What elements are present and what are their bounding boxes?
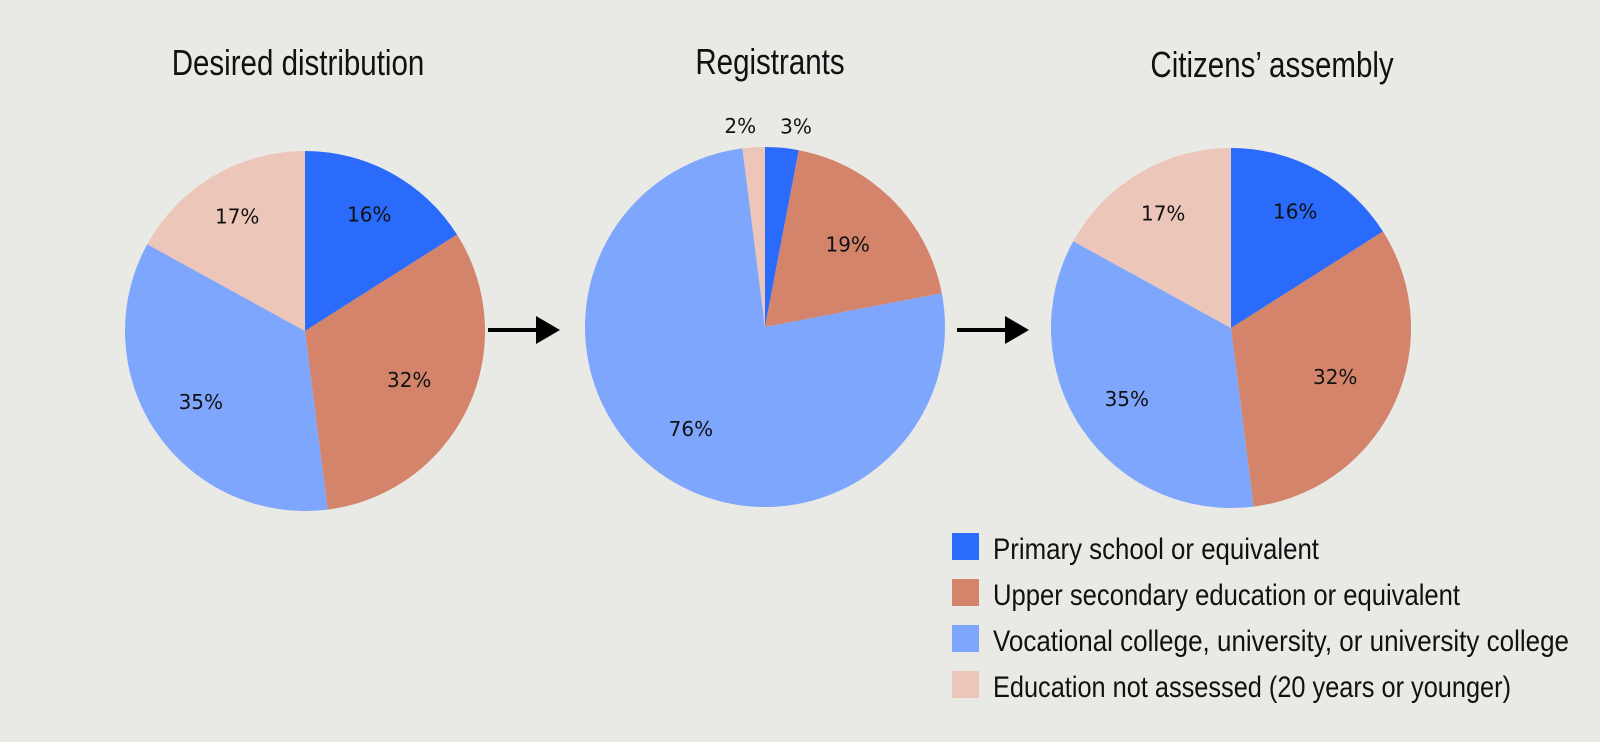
legend-swatch [952,579,979,606]
chart-title-registrants: Registrants [695,41,844,81]
pie-slice-upper-secondary [305,234,486,510]
pie-slice-vocational-university [584,148,945,508]
slice-label-primary-school: 3% [780,114,812,138]
arrow-right-icon [488,316,560,344]
pie-slice-vocational-university [124,244,328,512]
slice-label-not-assessed: 2% [724,114,756,138]
slice-label-not-assessed: 17% [1141,201,1185,225]
slice-label-vocational-university: 76% [669,417,713,441]
pie-slice-primary-school [765,147,799,327]
pie-desired-distribution: 16% 32% 35% 17% [124,151,486,512]
legend-item: Primary school or equivalent [952,533,1320,566]
chart-title-desired: Desired distribution [172,42,425,82]
legend-swatch [952,533,979,560]
arrow-right-icon [957,316,1029,344]
pie-slice-not-assessed [742,147,765,327]
slice-label-upper-secondary: 19% [825,232,869,256]
slice-label-vocational-university: 35% [1105,387,1149,411]
legend-label: Education not assessed (20 years or youn… [993,671,1511,704]
pie-slice-not-assessed [1073,148,1231,328]
slice-label-upper-secondary: 32% [1313,365,1357,389]
slice-label-vocational-university: 35% [179,390,223,414]
slice-label-upper-secondary: 32% [387,368,431,392]
pie-slice-primary-school [1231,148,1383,328]
legend-swatch [952,671,979,698]
legend-swatch [952,625,979,652]
pie-slice-upper-secondary [765,150,942,327]
legend-label: Primary school or equivalent [993,533,1320,566]
pie-registrants: 3% 19% 76% 2% [584,114,945,508]
legend-item: Education not assessed (20 years or youn… [952,671,1511,704]
pie-citizens-assembly: 16% 32% 35% 17% [1050,148,1412,509]
legend-label: Upper secondary education or equivalent [993,579,1461,612]
pie-slice-vocational-university [1050,241,1254,509]
legend-label: Vocational college, university, or unive… [993,625,1569,658]
pie-slice-primary-school [305,151,457,331]
legend: Primary school or equivalent Upper secon… [952,533,1569,704]
slice-label-primary-school: 16% [1273,199,1317,223]
slice-label-primary-school: 16% [347,202,391,226]
legend-item: Upper secondary education or equivalent [952,579,1461,612]
chart-title-assembly: Citizens’ assembly [1150,44,1394,84]
slice-label-not-assessed: 17% [215,204,259,228]
pie-slice-not-assessed [147,151,305,331]
legend-item: Vocational college, university, or unive… [952,625,1569,658]
pie-slice-upper-secondary [1231,231,1412,507]
